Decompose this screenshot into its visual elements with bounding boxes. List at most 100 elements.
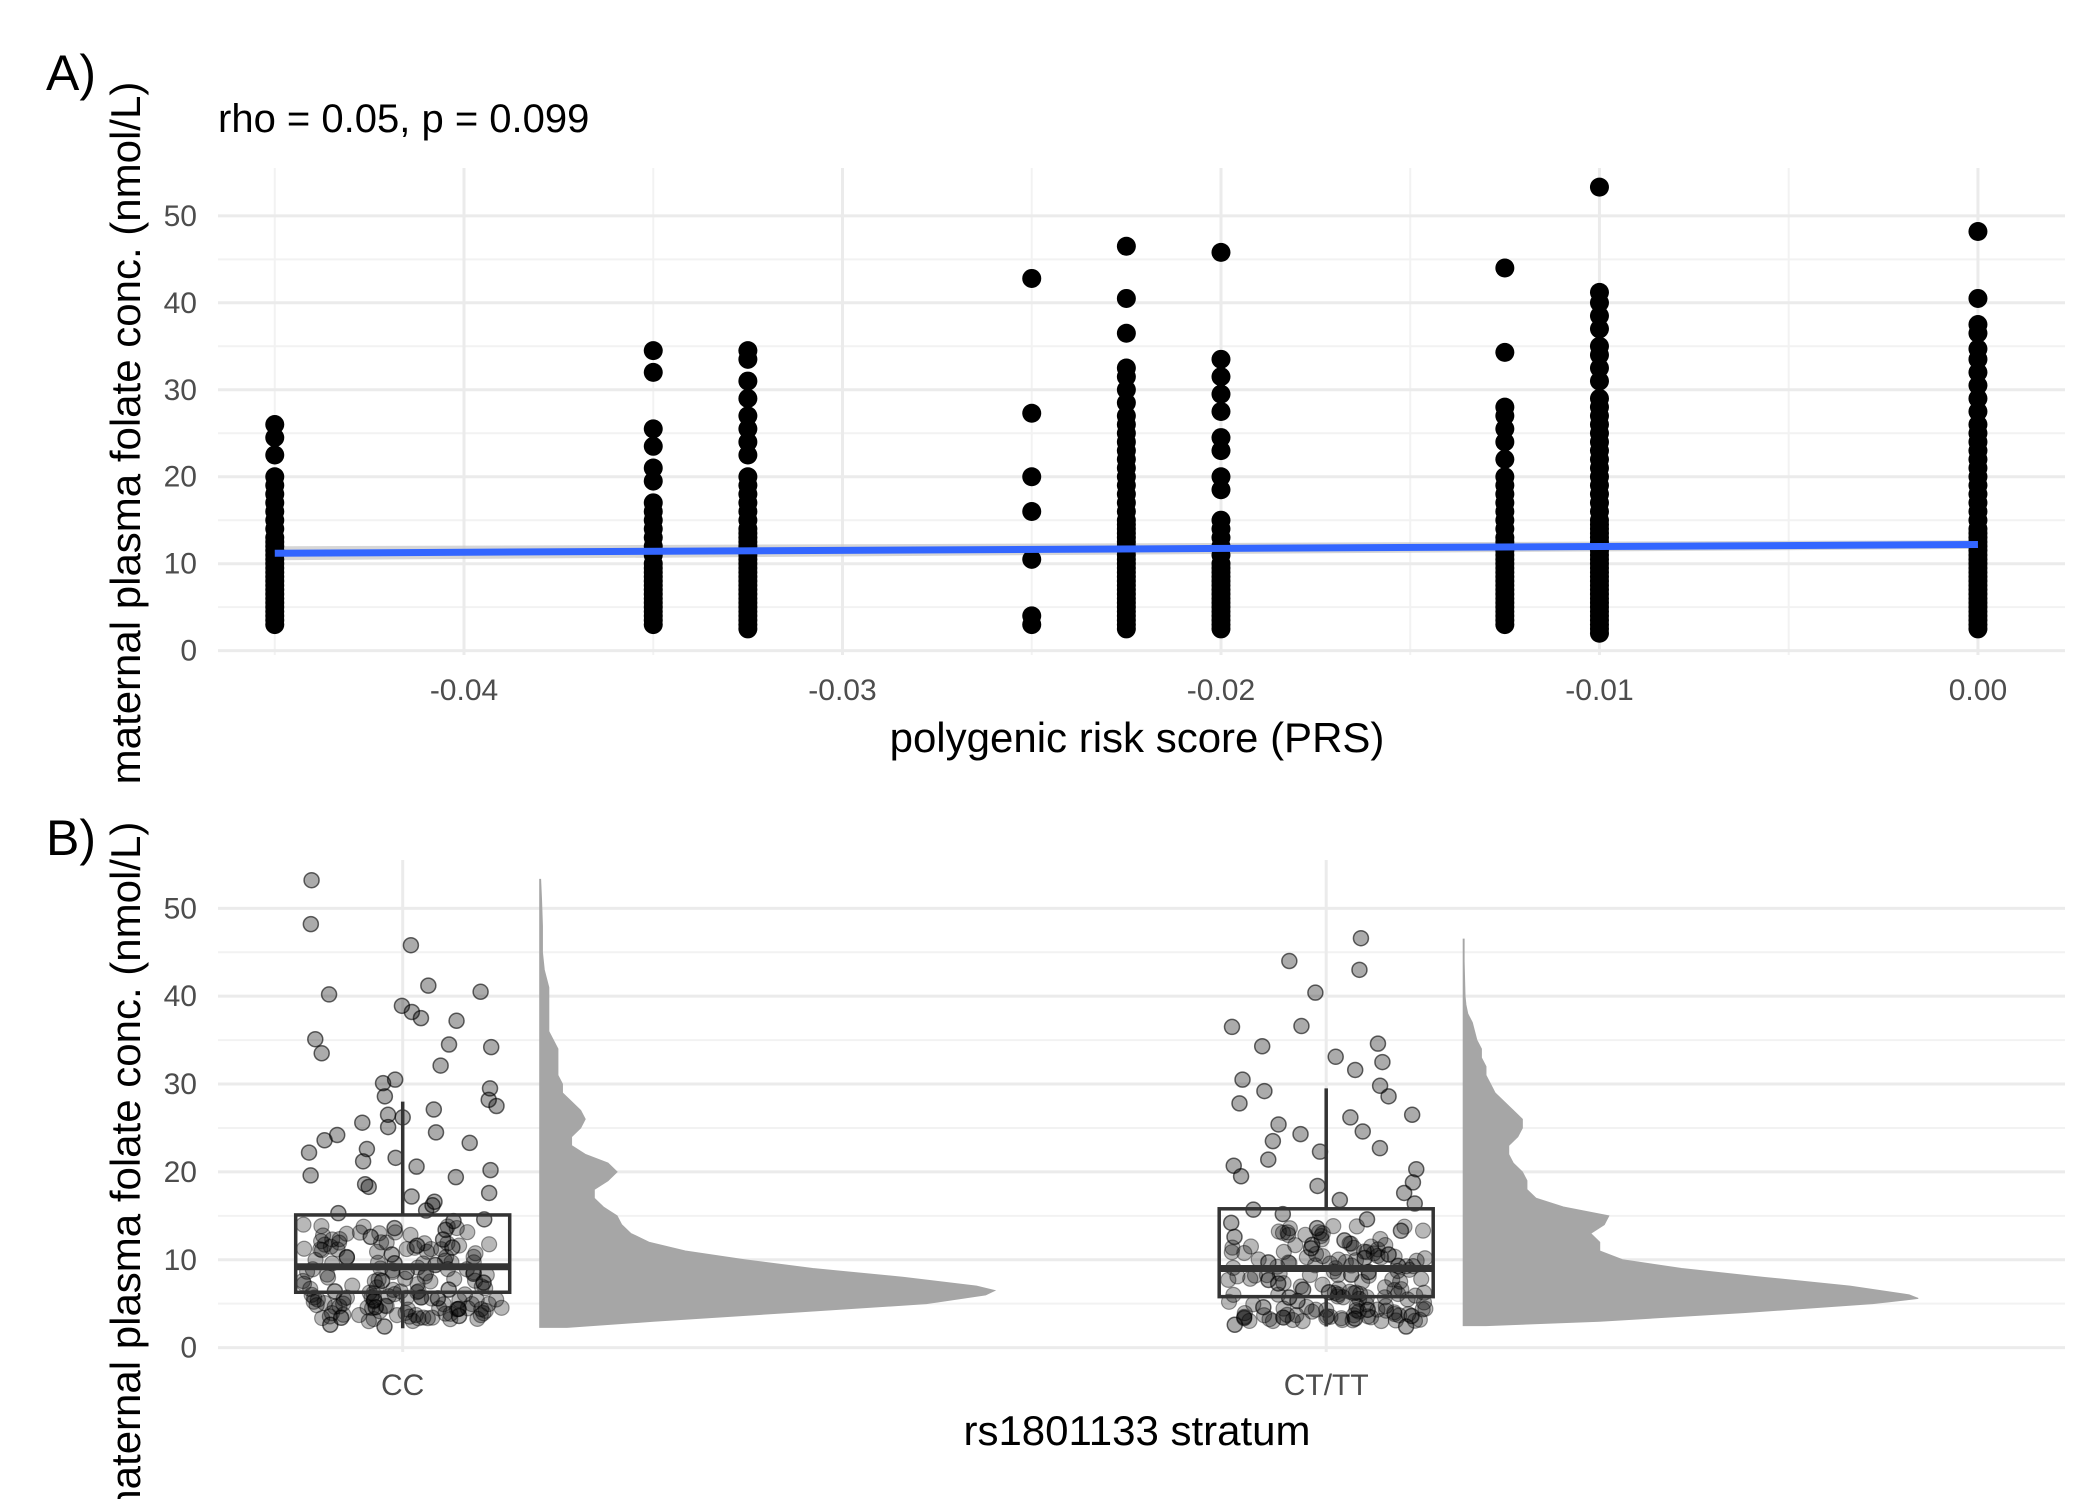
panel-b-grid	[218, 860, 2065, 1352]
panel-b-point	[1411, 1311, 1428, 1328]
panel-b-point	[447, 1168, 465, 1186]
panel-b-point	[446, 1270, 463, 1288]
panel-b-point	[302, 1167, 319, 1184]
panel-b-point	[351, 1224, 369, 1241]
panel-a-point	[1211, 242, 1231, 262]
panel-b-point	[1387, 1312, 1404, 1329]
panel-b-point	[1279, 1224, 1296, 1241]
panel-a-point	[1589, 306, 1609, 326]
panel-b-point	[1362, 1238, 1380, 1255]
panel-a-x-tick-label: -0.02	[1187, 674, 1255, 707]
panel-b-point	[477, 1302, 494, 1319]
panel-b-point	[1371, 1077, 1389, 1095]
panel-b-point	[488, 1097, 505, 1115]
panel-a-point	[1968, 402, 1988, 421]
panel-b-point	[1342, 1235, 1360, 1252]
panel-b-point	[1373, 1312, 1390, 1330]
panel-b-point	[1253, 1038, 1271, 1055]
panel-a-x-tick-label: 0.00	[1949, 674, 2007, 707]
panel-b-point	[1314, 1225, 1331, 1242]
panel-b-point	[1346, 1061, 1364, 1079]
panel-b-point	[1358, 1211, 1376, 1228]
panel-b-point	[393, 997, 411, 1015]
panel-b-point	[314, 1227, 332, 1244]
panel-b-point	[1284, 1311, 1301, 1329]
panel-a-point	[1116, 393, 1136, 413]
panel-a-point	[1116, 358, 1136, 378]
panel-b-point	[472, 983, 489, 1001]
panel-a-point	[1495, 432, 1515, 452]
panel-b-boxplots	[293, 1088, 1435, 1329]
panel-b-point	[323, 1305, 341, 1322]
panel-b-point	[313, 1218, 330, 1235]
panel-b-point	[1341, 1235, 1358, 1252]
panel-b-point	[475, 1304, 492, 1322]
panel-b-box	[1217, 1207, 1435, 1299]
panel-b-y-tick-label: 10	[164, 1244, 197, 1277]
panel-b-point	[1279, 1306, 1296, 1323]
panel-a-point	[1495, 342, 1515, 362]
panel-b-point	[466, 1272, 484, 1289]
panel-b-point	[406, 1239, 423, 1256]
panel-b-point	[367, 1298, 385, 1316]
panel-a-point	[643, 436, 663, 456]
panel-b-point	[1400, 1306, 1417, 1323]
panel-a-point	[1495, 419, 1515, 439]
panel-a-y-tick-label: 20	[164, 461, 197, 494]
panel-b-point	[402, 936, 420, 954]
panel-b-point	[444, 1239, 461, 1256]
panel-b-point	[1231, 1095, 1248, 1112]
panel-a-point	[1211, 384, 1231, 404]
panel-b-point	[1346, 1310, 1364, 1327]
panel-a-point	[1211, 428, 1231, 448]
panel-b-point	[372, 1234, 390, 1251]
panel-a-point	[1968, 388, 1988, 408]
panel-b-point	[1369, 1241, 1386, 1258]
panel-b-point	[1281, 1220, 1298, 1237]
panel-b-point	[1236, 1244, 1253, 1262]
panel-b-point	[1223, 1018, 1241, 1036]
panel-a-point	[1211, 480, 1231, 500]
panel-a-point	[1022, 606, 1042, 626]
panel-b-point	[307, 1030, 324, 1048]
panel-b-point	[326, 1298, 343, 1315]
panel-a-point	[1022, 502, 1042, 522]
panel-b-point	[404, 1312, 421, 1330]
panel-b-point	[1414, 1222, 1432, 1239]
panel-b-point	[1313, 1231, 1330, 1248]
panel-a-y-tick-label: 30	[164, 374, 197, 407]
panel-b-point	[378, 1298, 395, 1315]
panel-b-point	[1369, 1247, 1386, 1265]
panel-b-point	[1264, 1132, 1282, 1150]
panel-b-point	[388, 1306, 406, 1324]
panel-b-point	[360, 1313, 377, 1330]
panel-b-point	[1303, 1303, 1321, 1320]
panel-b-point	[1355, 1243, 1373, 1260]
panel-b-point	[1270, 1116, 1287, 1133]
panel-b-point	[368, 1243, 386, 1260]
panel-b-point	[450, 1237, 468, 1254]
panel-b-point	[437, 1221, 454, 1239]
panel-b-point	[387, 1149, 404, 1167]
panel-b-point	[433, 1241, 450, 1258]
panel-a-point	[265, 415, 285, 435]
panel-b-point	[1256, 1307, 1273, 1324]
panel-a-point	[1116, 323, 1136, 343]
panel-b-point	[1298, 1298, 1315, 1315]
panel-b-point	[1274, 1309, 1292, 1326]
panel-b-point	[1406, 1312, 1424, 1329]
panel-b-point	[432, 1057, 449, 1074]
panel-b-point	[450, 1300, 467, 1317]
panel-a-point	[738, 419, 758, 439]
panel-b-point	[1275, 1300, 1292, 1317]
panel-b-point	[1403, 1106, 1421, 1124]
panel-b-point	[1287, 1237, 1304, 1254]
panel-b-point	[465, 1248, 482, 1266]
panel-b-point	[379, 1118, 397, 1136]
panel-b-point	[374, 1074, 392, 1092]
panel-b-point	[313, 1233, 330, 1250]
panel-a-point	[738, 406, 758, 426]
panel-b-point	[467, 1245, 484, 1262]
panel-b-point	[1226, 1228, 1243, 1246]
panel-b-point	[331, 1298, 348, 1315]
